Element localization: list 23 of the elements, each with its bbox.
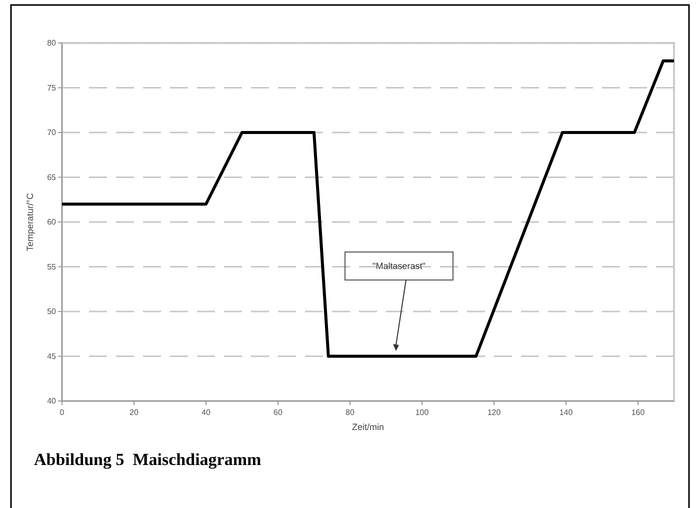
text: Abbildung 5 Maischdiagramm <box>34 450 262 469</box>
y-tick-label: 70 <box>47 128 57 138</box>
y-tick-label: 80 <box>47 38 57 48</box>
x-tick-label: 0 <box>60 408 65 417</box>
x-tick-label: 160 <box>631 408 646 417</box>
y-tick-label: 45 <box>47 352 57 361</box>
x-tick-label: 20 <box>130 408 139 417</box>
x-tick-label: 80 <box>346 408 355 417</box>
y-tick-label: 55 <box>47 262 57 272</box>
y-tick-label: 60 <box>47 218 57 227</box>
y-tick-label: 40 <box>47 396 57 406</box>
x-tick-label: 140 <box>559 408 574 417</box>
line-series <box>60 59 676 358</box>
y-tick-label: 50 <box>47 307 57 316</box>
y-tick-label: 75 <box>47 83 57 92</box>
x-tick-label: 60 <box>274 408 283 417</box>
x-tick-label: 120 <box>487 408 502 417</box>
y-tick-label: 65 <box>47 172 57 182</box>
x-tick-label: 40 <box>202 408 211 417</box>
x-axis-title: Zeit/min <box>352 422 384 432</box>
x-tick-label: 100 <box>415 408 430 417</box>
annotation: "Maltaserast" <box>372 260 426 271</box>
y-axis-title: Temperatur/°C <box>25 192 35 252</box>
